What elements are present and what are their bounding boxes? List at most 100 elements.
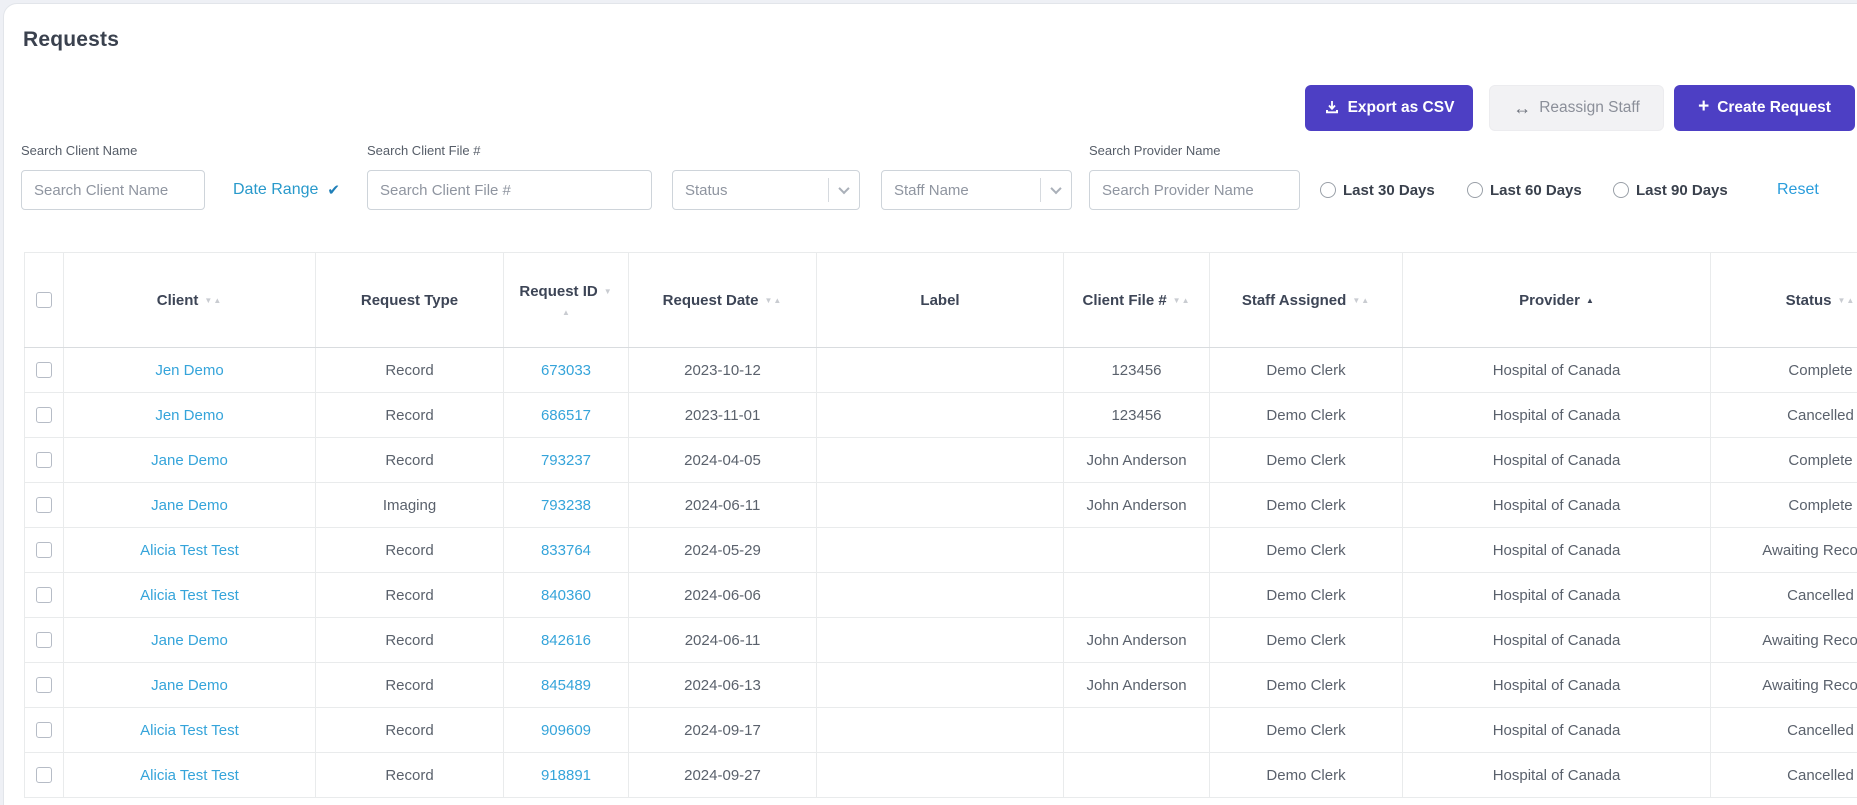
table-row: Jane Demo Record 842616 2024-06-11 John …: [24, 617, 1857, 663]
col-label: Staff Assigned: [1241, 291, 1347, 309]
cell-client-file: [1063, 527, 1210, 573]
request-id-link[interactable]: 793238: [540, 496, 592, 514]
cell-client-file: 123456: [1063, 392, 1210, 438]
row-checkbox[interactable]: [36, 407, 52, 423]
cell-label: [816, 482, 1064, 528]
sort-asc-icon: ▲: [1585, 295, 1594, 305]
col-header-provider[interactable]: Provider ▲: [1402, 252, 1711, 348]
cell-checkbox: [24, 437, 64, 483]
requests-table-wrap: Client ▼▲ Request Type Request ID ▼ ▲ Requ…: [24, 252, 1857, 805]
cell-client: Alicia Test Test: [63, 752, 316, 798]
row-checkbox[interactable]: [36, 587, 52, 603]
create-request-button[interactable]: + Create Request: [1674, 85, 1855, 131]
radio-last-60-days[interactable]: Last 60 Days: [1467, 170, 1582, 210]
provider-name-label: Search Provider Name: [1089, 143, 1221, 158]
radio-last-90-days[interactable]: Last 90 Days: [1613, 170, 1728, 210]
export-csv-button[interactable]: Export as CSV: [1305, 85, 1473, 131]
row-checkbox[interactable]: [36, 542, 52, 558]
select-all-checkbox[interactable]: [36, 292, 52, 308]
client-link[interactable]: Jane Demo: [151, 451, 228, 469]
reset-filters-link[interactable]: Reset: [1777, 181, 1819, 198]
row-checkbox[interactable]: [36, 767, 52, 783]
col-label: Request Date: [662, 291, 759, 309]
staff-select-value: Staff Name: [894, 181, 969, 199]
client-name-input[interactable]: [21, 170, 205, 210]
cell-label: [816, 707, 1064, 753]
client-link[interactable]: Jane Demo: [151, 631, 228, 649]
request-id-link[interactable]: 840360: [540, 586, 592, 604]
client-link[interactable]: Alicia Test Test: [140, 541, 239, 559]
row-checkbox[interactable]: [36, 677, 52, 693]
date-range-picker[interactable]: Date Range ✔: [233, 170, 340, 210]
client-link[interactable]: Jen Demo: [155, 406, 224, 424]
cell-request-date: 2024-09-27: [628, 752, 817, 798]
col-header-staff-assigned[interactable]: Staff Assigned ▼▲: [1209, 252, 1403, 348]
request-id-link[interactable]: 909609: [540, 721, 592, 739]
request-id-link[interactable]: 833764: [540, 541, 592, 559]
client-link[interactable]: Jane Demo: [151, 496, 228, 514]
provider-name-input[interactable]: [1089, 170, 1300, 210]
status-select-value: Status: [685, 181, 728, 199]
cell-request-date: 2024-06-11: [628, 617, 817, 663]
cell-request-id: 842616: [503, 617, 629, 663]
request-id-link[interactable]: 845489: [540, 676, 592, 694]
status-select[interactable]: Status: [672, 170, 860, 210]
client-link[interactable]: Alicia Test Test: [140, 586, 239, 604]
cell-provider: Hospital of Canada: [1402, 662, 1711, 708]
cell-client-file: [1063, 752, 1210, 798]
cell-checkbox: [24, 572, 64, 618]
chevron-down-icon: [1041, 182, 1071, 195]
cell-status: Complete: [1710, 482, 1857, 528]
client-file-input[interactable]: [367, 170, 652, 210]
col-header-request-date[interactable]: Request Date ▼▲: [628, 252, 817, 348]
client-link[interactable]: Jane Demo: [151, 676, 228, 694]
reassign-staff-button[interactable]: ↔ Reassign Staff: [1489, 85, 1664, 131]
sort-icon: ▼▲: [1837, 295, 1856, 305]
chevron-down-icon: [829, 182, 859, 195]
request-id-link[interactable]: 842616: [540, 631, 592, 649]
cell-status: Awaiting Records: [1710, 617, 1857, 663]
request-id-link[interactable]: 918891: [540, 766, 592, 784]
cell-staff-assigned: Demo Clerk: [1209, 752, 1403, 798]
cell-status: Complete: [1710, 437, 1857, 483]
cell-request-date: 2024-04-05: [628, 437, 817, 483]
radio-last-90-label: Last 90 Days: [1636, 181, 1728, 199]
cell-provider: Hospital of Canada: [1402, 617, 1711, 663]
table-row: Alicia Test Test Record 833764 2024-05-2…: [24, 527, 1857, 573]
cell-status: Awaiting Records: [1710, 527, 1857, 573]
request-id-link[interactable]: 686517: [540, 406, 592, 424]
col-header-request-id[interactable]: Request ID ▼ ▲: [503, 252, 629, 348]
cell-request-type: Record: [315, 707, 504, 753]
sort-icon: ▼▲: [764, 295, 783, 305]
client-link[interactable]: Jen Demo: [155, 361, 224, 379]
row-checkbox[interactable]: [36, 497, 52, 513]
col-header-client-file[interactable]: Client File # ▼▲: [1063, 252, 1210, 348]
client-link[interactable]: Alicia Test Test: [140, 766, 239, 784]
col-label: Client: [156, 291, 199, 309]
cell-provider: Hospital of Canada: [1402, 572, 1711, 618]
row-checkbox[interactable]: [36, 452, 52, 468]
cell-provider: Hospital of Canada: [1402, 347, 1711, 393]
cell-label: [816, 617, 1064, 663]
cell-client-file: John Anderson: [1063, 437, 1210, 483]
client-link[interactable]: Alicia Test Test: [140, 721, 239, 739]
row-checkbox[interactable]: [36, 632, 52, 648]
row-checkbox[interactable]: [36, 362, 52, 378]
cell-client-file: [1063, 707, 1210, 753]
col-header-client[interactable]: Client ▼▲: [63, 252, 316, 348]
request-id-link[interactable]: 673033: [540, 361, 592, 379]
col-header-status[interactable]: Status ▼▲: [1710, 252, 1857, 348]
table-row: Jen Demo Record 686517 2023-11-01 123456…: [24, 392, 1857, 438]
cell-checkbox: [24, 707, 64, 753]
staff-name-select[interactable]: Staff Name: [881, 170, 1072, 210]
row-checkbox[interactable]: [36, 722, 52, 738]
radio-last-60-label: Last 60 Days: [1490, 181, 1582, 199]
download-icon: [1324, 100, 1340, 116]
cell-request-id: 686517: [503, 392, 629, 438]
select-divider: [1040, 178, 1041, 202]
cell-label: [816, 437, 1064, 483]
radio-last-30-days[interactable]: Last 30 Days: [1320, 170, 1435, 210]
cell-staff-assigned: Demo Clerk: [1209, 347, 1403, 393]
request-id-link[interactable]: 793237: [540, 451, 592, 469]
